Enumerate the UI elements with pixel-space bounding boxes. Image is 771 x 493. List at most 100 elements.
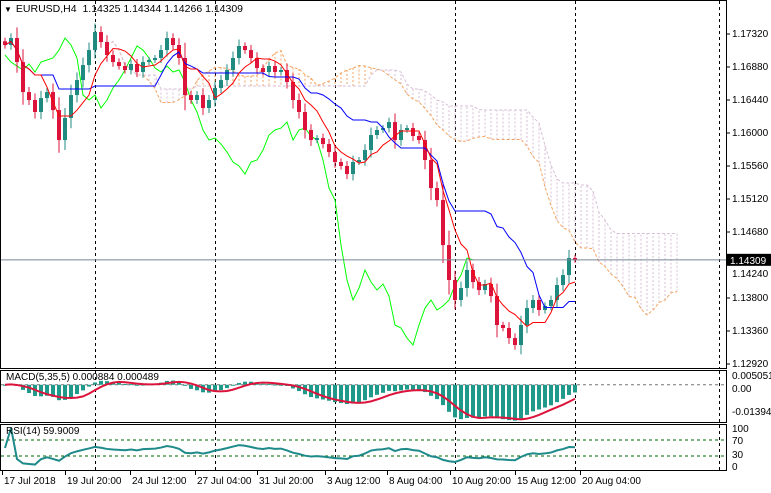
macd-histogram-bar	[273, 384, 277, 386]
macd-histogram-bar	[183, 384, 187, 386]
candle-body	[525, 308, 529, 325]
candle	[195, 91, 199, 104]
candle	[183, 42, 187, 111]
candle	[465, 261, 469, 297]
candle	[237, 39, 241, 65]
candle-body	[207, 100, 211, 109]
candle	[327, 138, 331, 158]
candle-body	[381, 128, 385, 130]
candle-body	[561, 275, 565, 286]
price-tick-label: 1.16440	[732, 95, 769, 106]
candle-body	[195, 95, 199, 100]
macd-histogram-bar	[567, 384, 571, 395]
candle	[207, 94, 211, 114]
candle	[375, 125, 379, 140]
macd-histogram-bar	[333, 384, 337, 403]
candle	[513, 333, 517, 350]
macd-histogram-bar	[39, 384, 43, 397]
candle-body	[105, 42, 109, 55]
candle-body	[27, 92, 31, 100]
candle-body	[99, 32, 103, 43]
macd-histogram-bar	[555, 384, 559, 403]
time-axis-label: 31 Jul 20:00	[259, 476, 314, 487]
macd-histogram-bar	[435, 384, 439, 400]
macd-signal-line	[4, 380, 576, 421]
macd-histogram-bar	[261, 383, 265, 385]
candle-body	[111, 55, 115, 63]
price-tick-label: 1.12920	[732, 359, 769, 370]
price-tick-label: 1.14680	[732, 227, 769, 238]
candle	[255, 52, 259, 74]
macd-histogram-bar	[519, 384, 523, 419]
macd-histogram-bar	[369, 384, 373, 398]
collapse-triangle-icon[interactable]: ▼	[4, 5, 12, 14]
candle	[501, 321, 505, 332]
candle	[525, 299, 529, 334]
macd-histogram-bar	[339, 384, 343, 404]
macd-histogram-bar	[399, 384, 403, 391]
macd-histogram-bar	[327, 384, 331, 401]
candle	[105, 35, 109, 62]
rsi-axis-label: 100	[732, 424, 749, 435]
candle	[27, 87, 31, 106]
macd-histogram-bar	[57, 384, 61, 401]
candle-body	[237, 46, 241, 58]
macd-histogram-bar	[99, 380, 103, 385]
candle	[309, 124, 313, 146]
candle-body	[531, 300, 535, 309]
candle-body	[333, 152, 337, 163]
price-tick-label: 1.16000	[732, 128, 769, 139]
candle-body	[573, 258, 577, 260]
current-price-box	[727, 253, 771, 266]
price-tick-label: 1.13800	[732, 293, 769, 304]
kijun-sen-line	[4, 40, 575, 309]
macd-histogram-bar	[453, 384, 457, 418]
candle-body	[171, 38, 175, 46]
candle-body	[555, 285, 559, 301]
candle-body	[69, 95, 73, 118]
candle	[123, 62, 127, 74]
price-tick-label: 1.16880	[732, 62, 769, 73]
candle	[303, 103, 307, 139]
time-axis-label: 17 Jul 2018	[4, 476, 56, 487]
candle-body	[357, 160, 361, 163]
macd-histogram-bar	[123, 384, 127, 386]
macd-histogram-bar	[489, 384, 493, 417]
candle	[561, 269, 565, 291]
candle	[453, 270, 457, 310]
candle	[57, 97, 61, 153]
macd-histogram-bar	[177, 381, 181, 385]
candle	[447, 230, 451, 295]
candle	[315, 135, 319, 144]
candle-body	[249, 50, 253, 58]
candle-body	[477, 282, 481, 291]
price-tick-label: 1.17320	[732, 29, 769, 40]
senkou-span-a-line	[106, 40, 678, 316]
macd-histogram-bar	[393, 384, 397, 392]
candle	[531, 294, 535, 314]
macd-axis-label: 0.005051	[732, 371, 771, 382]
macd-histogram-bar	[63, 384, 67, 400]
rsi-line	[4, 427, 576, 466]
macd-histogram-bar	[279, 384, 283, 386]
macd-histogram-bar	[3, 384, 7, 386]
candle	[249, 45, 253, 64]
macd-histogram-bar	[291, 384, 295, 389]
macd-histogram-bar	[459, 384, 463, 420]
macd-histogram-bar	[465, 384, 469, 418]
candle	[111, 50, 115, 67]
candle	[147, 57, 151, 66]
rsi-axis-label: 70	[732, 436, 744, 447]
ohlc-values: 1.14325 1.14344 1.14266 1.14309	[82, 3, 244, 15]
candle-body	[219, 80, 223, 88]
candle-body	[483, 284, 487, 291]
macd-histogram-bar	[51, 384, 55, 397]
candle	[339, 158, 343, 170]
candle	[297, 93, 301, 119]
candle-body	[297, 100, 301, 112]
price-tick-label: 1.15560	[732, 161, 769, 172]
candle	[87, 42, 91, 73]
candle-body	[123, 66, 127, 70]
